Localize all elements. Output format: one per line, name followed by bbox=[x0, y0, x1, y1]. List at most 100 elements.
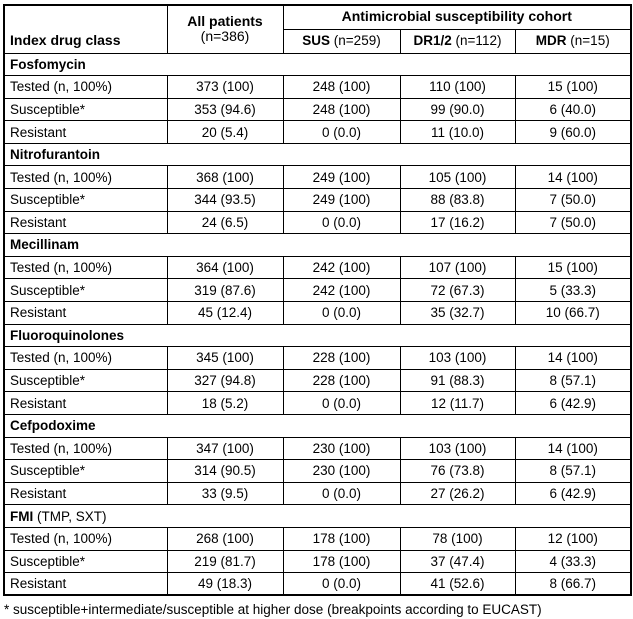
cell-value: 6 (40.0) bbox=[514, 97, 632, 122]
cell-value: 219 (81.7) bbox=[166, 549, 284, 574]
table-row: Tested (n, 100%) 345 (100) 228 (100) 103 (1… bbox=[3, 346, 632, 370]
cell-value: 15 (100) bbox=[514, 75, 632, 99]
col-header-cohort: Antimicrobial susceptibility cohort bbox=[282, 4, 632, 30]
cell-value: 319 (87.6) bbox=[166, 278, 284, 303]
cell-value: 6 (42.9) bbox=[514, 481, 632, 506]
cell-value: 230 (100) bbox=[282, 436, 401, 461]
susceptibility-table: Index drug class All patients (n=386) Ant… bbox=[3, 4, 632, 597]
section-title: Mecillinam bbox=[3, 233, 632, 257]
cell-value: 0 (0.0) bbox=[282, 481, 401, 506]
header-row-subcols: SUS (n=259) DR1/2 (n=112) MDR (n=15) bbox=[4, 28, 632, 54]
cell-value: 72 (67.3) bbox=[399, 278, 516, 303]
section-header-row: Nitrofurantoin bbox=[3, 142, 632, 167]
table-row: Resistant 24 (6.5) 0 (0.0) 17 (16.2) 7 (50.0… bbox=[3, 210, 632, 235]
table-row: Susceptible* 327 (94.8) 228 (100) 91 (88.3)… bbox=[3, 368, 632, 393]
cell-value: 0 (0.0) bbox=[282, 301, 401, 325]
row-label: Resistant bbox=[3, 481, 168, 506]
table-body: Fosfomycin Tested (n, 100%) 373 (100) 248 (… bbox=[3, 52, 632, 596]
cell-value: 91 (88.3) bbox=[399, 368, 516, 393]
table-row: Resistant 33 (9.5) 0 (0.0) 27 (26.2) 6 (42.9… bbox=[3, 481, 632, 506]
table-row: Resistant 49 (18.3) 0 (0.0) 41 (52.6) 8 (66.… bbox=[3, 572, 632, 596]
all-patients-n: (n=386) bbox=[200, 28, 250, 45]
cell-value: 10 (66.7) bbox=[514, 301, 632, 325]
all-patients-label: All patients bbox=[187, 12, 263, 29]
cell-value: 178 (100) bbox=[282, 526, 401, 551]
cell-value: 7 (50.0) bbox=[514, 188, 632, 212]
cell-value: 110 (100) bbox=[399, 75, 516, 99]
cell-value: 24 (6.5) bbox=[166, 210, 284, 235]
cell-value: 8 (57.1) bbox=[514, 368, 632, 393]
cell-value: 5 (33.3) bbox=[514, 278, 632, 303]
cell-value: 99 (90.0) bbox=[399, 97, 516, 122]
header-row-top: Index drug class All patients (n=386) Ant… bbox=[3, 4, 632, 54]
col-header-dr1-2: DR1/2 (n=112) bbox=[399, 28, 516, 54]
cell-value: 88 (83.8) bbox=[399, 188, 516, 212]
row-label: Susceptible* bbox=[3, 188, 168, 212]
cell-value: 0 (0.0) bbox=[282, 391, 401, 415]
cell-value: 6 (42.9) bbox=[514, 391, 632, 415]
row-label: Susceptible* bbox=[3, 368, 168, 393]
cell-value: 17 (16.2) bbox=[399, 210, 516, 235]
cell-value: 8 (57.1) bbox=[514, 459, 632, 483]
cell-value: 0 (0.0) bbox=[282, 572, 401, 596]
section-header-row: Fosfomycin bbox=[3, 52, 632, 77]
cell-value: 178 (100) bbox=[282, 549, 401, 574]
cell-value: 45 (12.4) bbox=[166, 301, 284, 325]
table-row: Susceptible* 319 (87.6) 242 (100) 72 (67.3)… bbox=[3, 278, 632, 303]
table-row: Tested (n, 100%) 347 (100) 230 (100) 103 (1… bbox=[3, 436, 632, 461]
cell-value: 12 (11.7) bbox=[399, 391, 516, 415]
table-row: Tested (n, 100%) 373 (100) 248 (100) 110 (1… bbox=[3, 75, 632, 99]
cell-value: 345 (100) bbox=[166, 346, 284, 370]
row-label: Tested (n, 100%) bbox=[3, 75, 168, 99]
cell-value: 78 (100) bbox=[399, 526, 516, 551]
cell-value: 33 (9.5) bbox=[166, 481, 284, 506]
cell-value: 103 (100) bbox=[399, 436, 516, 461]
cell-value: 9 (60.0) bbox=[514, 120, 632, 144]
col-header-index-drug-class: Index drug class bbox=[3, 4, 168, 54]
cell-value: 37 (47.4) bbox=[399, 549, 516, 574]
col-header-mdr: MDR (n=15) bbox=[514, 28, 632, 54]
cell-value: 242 (100) bbox=[282, 278, 401, 303]
cell-value: 15 (100) bbox=[514, 255, 632, 280]
cell-value: 353 (94.6) bbox=[166, 97, 284, 122]
cell-value: 14 (100) bbox=[514, 436, 632, 461]
cell-value: 14 (100) bbox=[514, 346, 632, 370]
cell-value: 368 (100) bbox=[166, 165, 284, 190]
table-row: Tested (n, 100%) 364 (100) 242 (100) 107 (1… bbox=[3, 255, 632, 280]
cell-value: 49 (18.3) bbox=[166, 572, 284, 596]
cell-value: 364 (100) bbox=[166, 255, 284, 280]
cell-value: 11 (10.0) bbox=[399, 120, 516, 144]
section-title: Nitrofurantoin bbox=[3, 142, 632, 167]
col-header-all-patients: All patients (n=386) bbox=[166, 4, 284, 54]
cell-value: 314 (90.5) bbox=[166, 459, 284, 483]
row-label: Tested (n, 100%) bbox=[3, 165, 168, 190]
cell-value: 249 (100) bbox=[282, 165, 401, 190]
row-label: Susceptible* bbox=[3, 97, 168, 122]
cell-value: 107 (100) bbox=[399, 255, 516, 280]
table-row: Susceptible* 314 (90.5) 230 (100) 76 (73.8)… bbox=[3, 459, 632, 483]
cell-value: 344 (93.5) bbox=[166, 188, 284, 212]
row-label: Tested (n, 100%) bbox=[3, 436, 168, 461]
cell-value: 0 (0.0) bbox=[282, 120, 401, 144]
table-row: Resistant 45 (12.4) 0 (0.0) 35 (32.7) 10 (66… bbox=[3, 301, 632, 325]
cell-value: 248 (100) bbox=[282, 75, 401, 99]
cell-value: 327 (94.8) bbox=[166, 368, 284, 393]
cell-value: 0 (0.0) bbox=[282, 210, 401, 235]
cell-value: 76 (73.8) bbox=[399, 459, 516, 483]
table-row: Resistant 20 (5.4) 0 (0.0) 11 (10.0) 9 (60.0… bbox=[3, 120, 632, 144]
cell-value: 268 (100) bbox=[166, 526, 284, 551]
cell-value: 4 (33.3) bbox=[514, 549, 632, 574]
section-header-row: Fluoroquinolones bbox=[3, 323, 632, 348]
row-label: Susceptible* bbox=[3, 278, 168, 303]
table-row: Susceptible* 353 (94.6) 248 (100) 99 (90.0)… bbox=[3, 97, 632, 122]
section-title: Fluoroquinolones bbox=[3, 323, 632, 348]
row-label: Resistant bbox=[3, 572, 168, 596]
col-header-sus: SUS (n=259) bbox=[282, 28, 401, 54]
cell-value: 228 (100) bbox=[282, 368, 401, 393]
cell-value: 103 (100) bbox=[399, 346, 516, 370]
row-label: Resistant bbox=[3, 301, 168, 325]
cell-value: 27 (26.2) bbox=[399, 481, 516, 506]
cell-value: 347 (100) bbox=[166, 436, 284, 461]
cell-value: 41 (52.6) bbox=[399, 572, 516, 596]
